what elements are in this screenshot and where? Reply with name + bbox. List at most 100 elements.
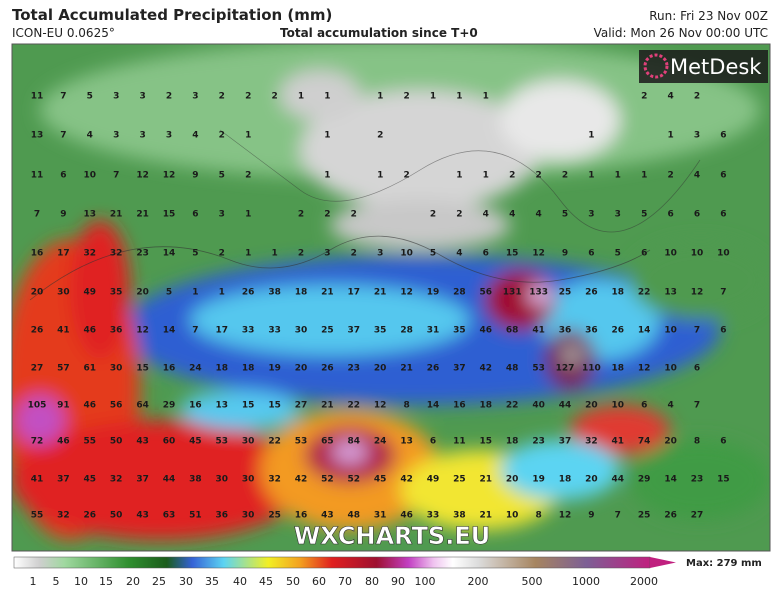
grid-value: 72 (31, 437, 44, 447)
grid-value: 51 (189, 511, 202, 521)
grid-value: 3 (219, 210, 225, 220)
grid-value: 7 (192, 326, 198, 336)
grid-value: 1 (588, 131, 594, 141)
grid-value: 36 (216, 511, 229, 521)
grid-value: 4 (667, 92, 673, 102)
grid-value: 8 (535, 511, 541, 521)
grid-value: 5 (430, 249, 436, 259)
grid-value: 25 (321, 326, 334, 336)
grid-value: 7 (113, 171, 119, 181)
grid-value: 3 (192, 92, 198, 102)
grid-value: 1 (615, 171, 621, 181)
grid-value: 15 (268, 401, 281, 411)
grid-value: 23 (348, 364, 361, 374)
grid-value: 14 (638, 326, 651, 336)
grid-value: 6 (720, 210, 726, 220)
value-grid: 11 7 5 3 3 2 3 2 2 2 1 1 1 2 1 1 1 2 4 213 7 4 3 3 3 4 2 1 1 2 1 1 3 611 6… (28, 92, 730, 521)
grid-value: 45 (84, 475, 97, 485)
grid-value: 21 (110, 210, 123, 220)
grid-value: 3 (615, 210, 621, 220)
grid-value: 2 (219, 92, 225, 102)
grid-value: 14 (664, 475, 677, 485)
grid-value: 2 (245, 92, 251, 102)
grid-value: 2 (298, 249, 304, 259)
grid-value: 48 (506, 364, 519, 374)
grid-value: 7 (34, 210, 40, 220)
grid-value: 32 (84, 249, 97, 259)
grid-value: 50 (110, 511, 123, 521)
colorbar-arrow (650, 557, 676, 568)
grid-value: 20 (295, 364, 308, 374)
grid-value: 29 (638, 475, 651, 485)
grid-value: 6 (667, 210, 673, 220)
grid-value: 55 (31, 511, 44, 521)
grid-value: 33 (242, 326, 255, 336)
grid-value: 12 (691, 288, 704, 298)
colorbar-label: 60 (312, 575, 326, 588)
grid-value: 36 (585, 326, 598, 336)
grid-value: 57 (57, 364, 70, 374)
grid-value: 25 (453, 475, 466, 485)
grid-value: 13 (84, 210, 97, 220)
grid-value: 18 (506, 437, 519, 447)
grid-value: 18 (559, 475, 572, 485)
grid-value: 1 (219, 288, 225, 298)
colorbar-label: 1 (30, 575, 37, 588)
grid-value: 16 (31, 249, 44, 259)
grid-value: 2 (562, 171, 568, 181)
grid-value: 6 (720, 437, 726, 447)
grid-value: 6 (694, 210, 700, 220)
grid-value: 11 (31, 171, 44, 181)
grid-value: 49 (427, 475, 440, 485)
grid-value: 21 (374, 288, 387, 298)
grid-value: 21 (480, 511, 493, 521)
grid-value: 30 (242, 437, 255, 447)
grid-value: 1 (456, 92, 462, 102)
grid-value: 46 (84, 401, 97, 411)
grid-value: 21 (136, 210, 149, 220)
grid-value: 38 (189, 475, 202, 485)
grid-value: 24 (189, 364, 202, 374)
grid-value: 10 (400, 249, 413, 259)
grid-value: 10 (664, 326, 677, 336)
grid-value: 26 (664, 511, 677, 521)
grid-value: 26 (612, 326, 625, 336)
grid-value: 133 (529, 288, 548, 298)
grid-value: 1 (298, 92, 304, 102)
grid-value: 1 (245, 249, 251, 259)
grid-value: 3 (377, 249, 383, 259)
colorbar-label: 10 (74, 575, 88, 588)
grid-value: 1 (483, 92, 489, 102)
grid-value: 53 (532, 364, 545, 374)
colorbar (13, 556, 651, 569)
grid-value: 30 (110, 364, 123, 374)
colorbar-label: 90 (391, 575, 405, 588)
grid-value: 5 (192, 249, 198, 259)
grid-value: 32 (110, 249, 123, 259)
grid-value: 18 (612, 364, 625, 374)
grid-value: 32 (268, 475, 281, 485)
grid-value: 2 (298, 210, 304, 220)
grid-value: 31 (427, 326, 440, 336)
grid-value: 25 (559, 288, 572, 298)
grid-value: 2 (377, 131, 383, 141)
grid-value: 1 (667, 131, 673, 141)
grid-value: 91 (57, 401, 70, 411)
grid-value: 48 (348, 511, 361, 521)
colorbar-label: 70 (338, 575, 352, 588)
grid-value: 11 (31, 92, 44, 102)
colorbar-label: 50 (286, 575, 300, 588)
grid-value: 2 (351, 210, 357, 220)
grid-value: 30 (216, 475, 229, 485)
grid-value: 110 (582, 364, 601, 374)
grid-value: 25 (638, 511, 651, 521)
grid-value: 6 (60, 171, 66, 181)
colorbar-label: 35 (205, 575, 219, 588)
grid-value: 21 (480, 475, 493, 485)
grid-value: 1 (377, 171, 383, 181)
grid-value: 6 (588, 249, 594, 259)
grid-value: 16 (453, 401, 466, 411)
grid-value: 2 (245, 171, 251, 181)
grid-value: 37 (57, 475, 70, 485)
